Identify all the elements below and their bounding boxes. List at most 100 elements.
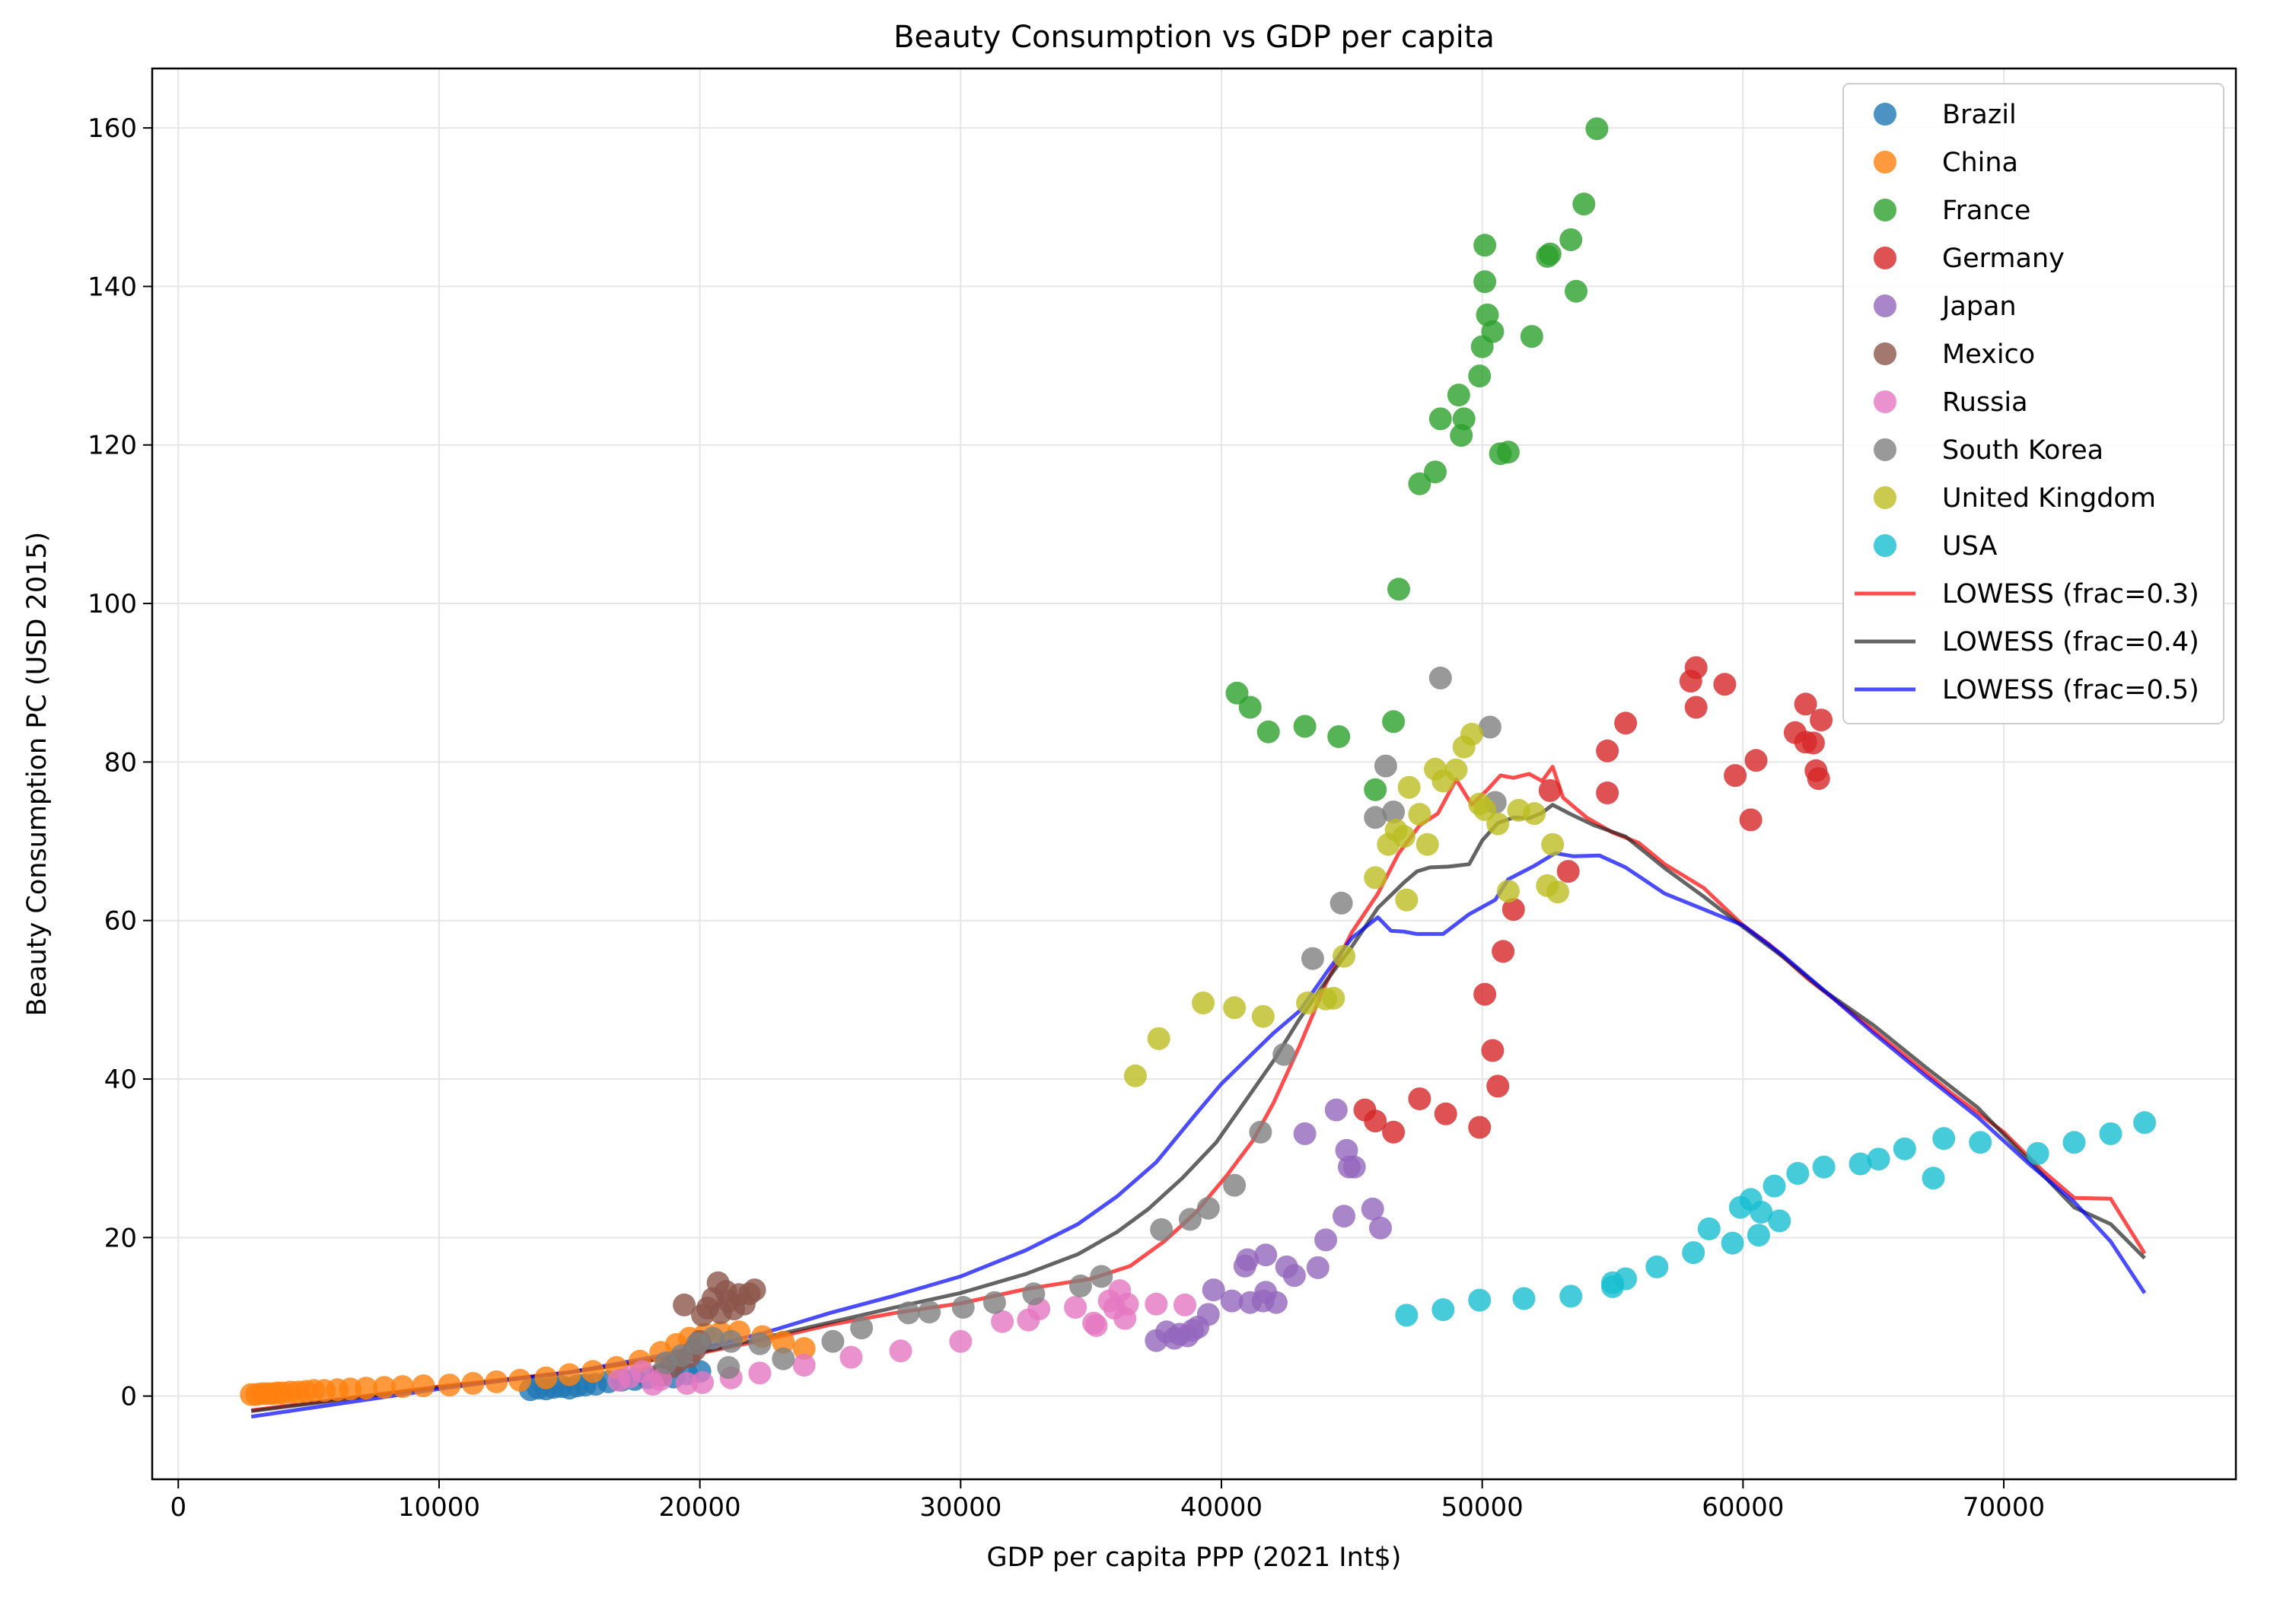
scatter-point-china — [391, 1375, 414, 1399]
scatter-point-usa — [2133, 1111, 2157, 1135]
scatter-point-usa — [1768, 1209, 1791, 1233]
scatter-point-france — [1473, 234, 1497, 257]
scatter-point-south-korea — [670, 1344, 693, 1367]
scatter-point-south-korea — [1428, 667, 1452, 689]
x-axis-label: GDP per capita PPP (2021 Int$) — [987, 1542, 1402, 1573]
scatter-point-japan — [1369, 1216, 1392, 1240]
legend-label: Japan — [1941, 291, 2017, 322]
scatter-point-germany — [1486, 1074, 1510, 1098]
scatter-point-japan — [1333, 1205, 1355, 1228]
scatter-point-united-kingdom — [1395, 888, 1419, 912]
plot-frame — [151, 67, 2237, 1481]
scatter-point-japan — [1282, 1264, 1306, 1288]
scatter-point-russia — [748, 1361, 772, 1385]
scatter-point-germany — [1468, 1116, 1492, 1139]
series-russia — [607, 1279, 1196, 1396]
series-south-korea — [654, 667, 1507, 1380]
scatter-point-france — [1585, 117, 1609, 141]
scatter-point-russia — [1145, 1292, 1168, 1316]
legend-label: France — [1942, 196, 2030, 226]
scatter-point-usa — [1893, 1137, 1916, 1160]
legend-marker — [1874, 294, 1896, 317]
scatter-point-russia — [792, 1354, 816, 1377]
scatter-point-germany — [1408, 1087, 1431, 1110]
scatter-point-usa — [1682, 1241, 1705, 1265]
scatter-point-china — [792, 1337, 816, 1361]
legend-label: USA — [1942, 531, 1997, 562]
scatter-point-russia — [839, 1345, 863, 1369]
scatter-point-germany — [1473, 982, 1497, 1006]
scatter-point-france — [1256, 720, 1280, 743]
legend-frame — [1842, 83, 2224, 724]
scatter-point-russia — [1173, 1293, 1196, 1316]
scatter-point-germany — [1713, 673, 1737, 696]
scatter-point-france — [1452, 407, 1476, 431]
y-tick-label: 0 — [120, 1382, 137, 1412]
scatter-layer — [240, 117, 2157, 1406]
scatter-point-south-korea — [1330, 891, 1353, 915]
x-tick-label: 20000 — [659, 1492, 741, 1523]
scatter-point-germany — [1810, 708, 1833, 732]
scatter-point-japan — [1306, 1256, 1330, 1279]
scatter-point-united-kingdom — [1364, 866, 1387, 890]
scatter-point-usa — [1395, 1304, 1419, 1327]
legend-label: Germany — [1942, 244, 2065, 274]
scatter-point-usa — [1697, 1217, 1721, 1240]
legend-label: Brazil — [1942, 100, 2017, 130]
scatter-point-united-kingdom — [1392, 825, 1415, 848]
scatter-point-south-korea — [1068, 1274, 1092, 1297]
scatter-point-germany — [1434, 1102, 1457, 1125]
scatter-point-united-kingdom — [1541, 832, 1565, 856]
lowess-line-lowess-frac-0-5 — [250, 851, 2147, 1419]
scatter-point-south-korea — [1223, 1173, 1247, 1197]
scatter-point-germany — [1596, 739, 1619, 762]
scatter-point-south-korea — [1090, 1265, 1113, 1288]
scatter-point-russia — [691, 1370, 715, 1394]
scatter-point-united-kingdom — [1486, 812, 1510, 836]
legend-label: LOWESS (frac=0.4) — [1942, 627, 2199, 657]
scatter-point-japan — [1342, 1155, 1366, 1179]
legend-marker — [1874, 342, 1896, 365]
scatter-point-south-korea — [701, 1326, 724, 1350]
x-tick-label: 40000 — [1180, 1492, 1263, 1523]
scatter-point-south-korea — [719, 1329, 743, 1353]
scatter-point-south-korea — [1364, 806, 1387, 829]
scatter-point-germany — [1382, 1120, 1406, 1144]
scatter-point-germany — [1481, 1039, 1505, 1062]
scatter-point-japan — [1196, 1303, 1220, 1326]
scatter-point-south-korea — [1478, 715, 1501, 739]
scatter-point-south-korea — [1150, 1218, 1173, 1241]
scatter-point-south-korea — [772, 1347, 795, 1370]
scatter-point-china — [438, 1374, 461, 1397]
scatter-point-france — [1447, 384, 1470, 407]
y-axis-label: Beauty Consumption PC (USD 2015) — [22, 532, 53, 1017]
scatter-point-usa — [1867, 1148, 1890, 1171]
scatter-point-south-korea — [1022, 1282, 1046, 1306]
scatter-point-south-korea — [1301, 947, 1324, 970]
legend-label: LOWESS (frac=0.5) — [1942, 675, 2199, 705]
scatter-point-france — [1481, 320, 1505, 343]
scatter-point-russia — [889, 1339, 912, 1363]
scatter-point-china — [461, 1372, 485, 1395]
y-tick-label: 80 — [104, 747, 137, 778]
scatter-point-united-kingdom — [1397, 775, 1421, 799]
scatter-point-usa — [1932, 1127, 1956, 1151]
scatter-point-usa — [1750, 1201, 1773, 1224]
scatter-point-china — [772, 1330, 795, 1354]
scatter-point-germany — [1556, 860, 1580, 883]
y-tick-label: 60 — [104, 906, 137, 937]
scatter-point-france — [1424, 460, 1447, 484]
scatter-point-france — [1293, 715, 1317, 738]
legend-marker — [1874, 247, 1896, 269]
scatter-point-germany — [1614, 711, 1638, 735]
scatter-point-usa — [1922, 1167, 1945, 1190]
scatter-point-germany — [1364, 1109, 1387, 1133]
x-tick-label: 60000 — [1702, 1492, 1784, 1523]
y-tick-label: 20 — [104, 1223, 137, 1253]
legend-label: China — [1942, 148, 2018, 178]
scatter-point-usa — [1786, 1162, 1810, 1185]
scatter-point-south-korea — [1178, 1208, 1202, 1231]
x-tick-label: 50000 — [1441, 1492, 1524, 1523]
scatter-point-france — [1538, 242, 1562, 266]
